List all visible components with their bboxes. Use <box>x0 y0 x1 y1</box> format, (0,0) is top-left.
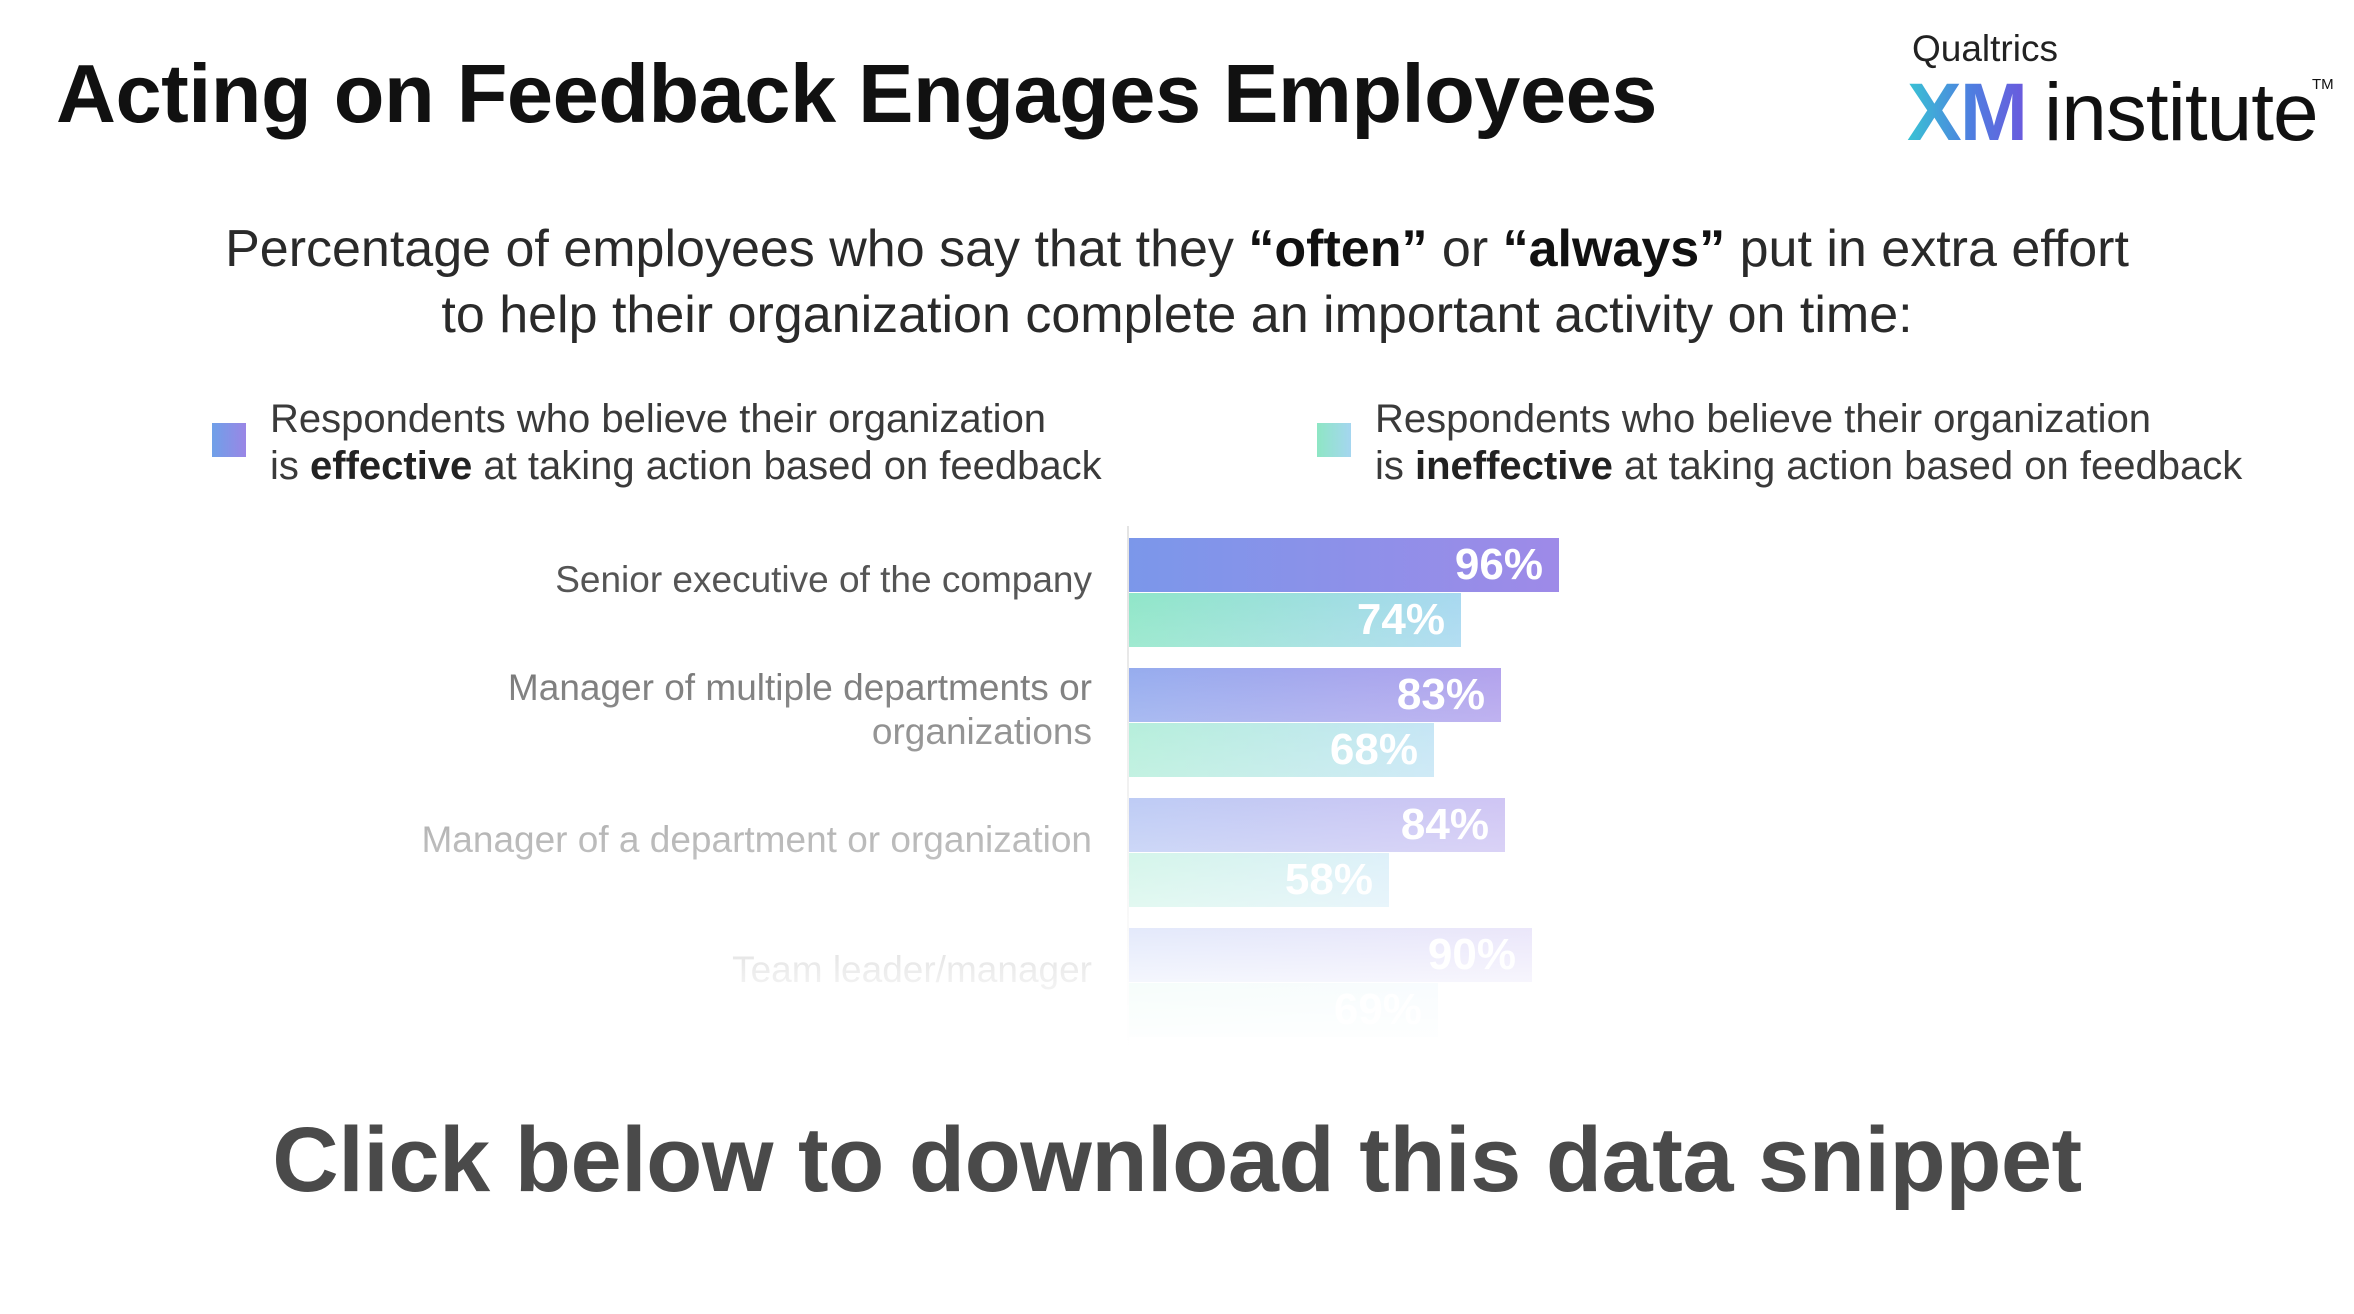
bar-ineffective: 74% <box>1129 593 1461 647</box>
legend-line: Respondents who believe their organizati… <box>270 397 1047 441</box>
bar-value-label: 83% <box>1396 670 1485 719</box>
subtitle-line-2: to help their organization complete an i… <box>441 286 1913 344</box>
logo-institute-text: institute <box>2044 67 2319 158</box>
legend-line: Respondents who believe their organizati… <box>1375 397 2152 441</box>
bar-effective: 90% <box>1129 928 1532 982</box>
qualtrics-xm-institute-logo: Qualtrics XM institute TM <box>1907 26 2337 158</box>
bar-effective: 84% <box>1129 798 1505 852</box>
legend-suffix: at taking action based on feedback <box>472 444 1102 488</box>
legend-prefix: is <box>270 444 310 488</box>
bar-effective: 83% <box>1129 668 1501 722</box>
logo-tm-mark: TM <box>2312 76 2334 93</box>
bar-value-label: 96% <box>1454 540 1543 589</box>
subtitle-text: or <box>1427 220 1503 278</box>
legend-swatch-ineffective <box>1317 423 1351 457</box>
legend-swatch-effective <box>212 423 246 457</box>
category-label: Manager of multiple departments or organ… <box>507 667 1092 752</box>
page-title: Acting on Feedback Engages Employees <box>56 47 1657 140</box>
category-label: Manager of a department or organization <box>421 819 1092 860</box>
subtitle-line-1: Percentage of employees who say that the… <box>0 216 2354 282</box>
bar-ineffective: 58% <box>1129 853 1389 907</box>
bar-value-label: 74% <box>1356 595 1445 644</box>
logo-qualtrics-text: Qualtrics <box>1912 28 2058 69</box>
legend-emphasis: ineffective <box>1415 444 1613 488</box>
subtitle-text: put in extra effort <box>1725 220 2129 278</box>
subtitle-text: Percentage of employees who say that the… <box>225 220 1249 278</box>
bar-value-label: 68% <box>1329 725 1418 774</box>
download-cta-text: Click below to download this data snippe… <box>272 1109 2082 1211</box>
legend-prefix: is <box>1375 444 1415 488</box>
chart-subtitle: Percentage of employees who say that the… <box>0 216 2354 348</box>
bar-chart: Senior executive of the company 96% 74% Man… <box>0 520 2354 1100</box>
bar-ineffective: 69% <box>1129 983 1438 1037</box>
category-label: Senior executive of the company <box>555 559 1092 600</box>
bar-value-label: 90% <box>1427 930 1516 979</box>
legend-text-effective: Respondents who believe their organizati… <box>270 396 1102 490</box>
bar-value-label: 69% <box>1333 985 1422 1034</box>
legend-text-ineffective: Respondents who believe their organizati… <box>1375 396 2242 490</box>
logo-xm-text: XM <box>1907 67 2028 158</box>
bar-value-label: 58% <box>1284 855 1373 904</box>
bar-ineffective: 68% <box>1129 723 1434 777</box>
subtitle-emphasis-always: “always” <box>1502 220 1726 278</box>
category-label: Team leader/manager <box>732 949 1092 990</box>
subtitle-emphasis-often: “often” <box>1248 220 1428 278</box>
legend-suffix: at taking action based on feedback <box>1612 444 2243 488</box>
legend-line: is ineffective at taking action based on… <box>1375 443 2242 490</box>
bar-value-label: 84% <box>1400 800 1489 849</box>
bar-effective: 96% <box>1129 538 1559 592</box>
legend-emphasis: effective <box>310 444 473 488</box>
legend-line: is effective at taking action based on f… <box>270 443 1102 490</box>
